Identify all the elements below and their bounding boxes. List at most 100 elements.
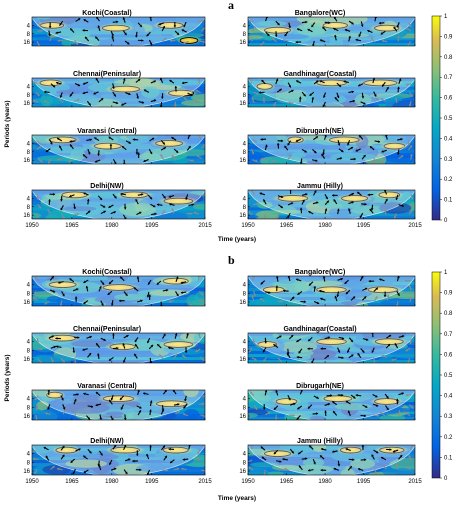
phase-arrow-head — [127, 42, 130, 45]
significance-contour — [101, 24, 130, 32]
phase-arrow-head — [153, 99, 157, 102]
phase-arrow-head — [397, 152, 400, 155]
phase-arrow-head — [288, 397, 291, 401]
phase-arrow-head — [352, 458, 355, 461]
phase-arrow-head — [156, 203, 160, 207]
phase-arrow-head — [359, 215, 363, 218]
phase-arrow-head — [295, 40, 298, 44]
phase-arrow-head — [158, 22, 162, 26]
phase-arrow-head — [305, 20, 308, 24]
phase-arrow-head — [203, 27, 205, 30]
x-tick-label: 1980 — [105, 223, 119, 229]
cone-of-influence — [248, 276, 415, 306]
phase-arrow-head — [334, 35, 337, 38]
phase-arrow-head — [147, 340, 150, 344]
phase-arrow-head — [160, 154, 163, 157]
phase-arrow-head — [323, 95, 326, 98]
heatmap-patch — [340, 468, 356, 475]
y-tick-label: 4 — [243, 283, 247, 289]
cone-of-influence — [32, 333, 205, 363]
phase-arrow-head — [351, 22, 354, 25]
phase-arrow-head — [200, 292, 204, 296]
phase-arrow-head — [395, 304, 399, 306]
phase-arrow-head — [392, 449, 396, 453]
phase-arrow-head — [125, 293, 128, 296]
heatmap-patch — [105, 411, 124, 416]
phase-arrow-head — [383, 190, 387, 192]
phase-arrow-head — [168, 195, 172, 198]
phase-arrow-head — [151, 137, 155, 141]
phase-arrow-head — [63, 409, 67, 412]
subplot-frame — [31, 16, 206, 47]
phase-arrow-head — [32, 81, 35, 84]
heatmap-band — [248, 408, 415, 412]
phase-arrow-head — [316, 301, 320, 305]
phase-arrow-head — [248, 350, 252, 353]
phase-arrow-head — [373, 361, 376, 363]
heatmap-patch — [248, 412, 258, 418]
significance-contour — [155, 140, 184, 147]
phase-arrow-head — [59, 95, 63, 98]
phase-arrow-head — [47, 161, 51, 164]
phase-arrow-head — [270, 159, 274, 163]
colorbar-gradient — [431, 271, 441, 479]
phase-arrow-head — [321, 153, 324, 157]
phase-arrow-head — [36, 216, 39, 219]
phase-arrow-head — [123, 360, 126, 363]
phase-arrow-head — [82, 91, 85, 95]
heatmap-patch — [32, 291, 59, 298]
subplot-b-7-group: Jammu (Hilly) 4 8 16 1950 1965 1980 1995 2015 — [239, 438, 422, 485]
phase-arrow-head — [119, 397, 123, 400]
phase-arrow-head — [150, 344, 154, 348]
phase-arrow-head — [348, 208, 351, 211]
phase-arrow-head — [401, 392, 404, 395]
phase-arrow-head — [280, 300, 283, 303]
phase-arrow-head — [135, 35, 138, 38]
phase-arrow-head — [375, 287, 378, 291]
significance-contour — [157, 22, 184, 29]
phase-arrow-head — [97, 25, 101, 28]
heatmap-patch — [331, 359, 353, 363]
heatmap-patch — [305, 280, 343, 287]
phase-arrow-head — [195, 89, 199, 93]
heatmap-patch — [65, 459, 107, 468]
cone-of-influence-line — [32, 277, 205, 306]
heatmap-band — [32, 158, 205, 162]
colorbar-tick-label: 0.6 — [444, 352, 453, 358]
heatmap-patch — [70, 340, 115, 348]
y-tick-label: 4 — [27, 196, 31, 202]
subplot-a-0-group: Kochi(Coastal) 4 8 16 — [23, 10, 206, 47]
phase-arrow-head — [102, 205, 106, 208]
heatmap-patch — [47, 209, 74, 219]
phase-arrow-head — [169, 39, 172, 43]
phase-arrow-head — [62, 454, 65, 458]
phase-arrow-head — [173, 25, 177, 28]
phase-arrow-head — [328, 21, 331, 25]
phase-arrow-head — [177, 403, 180, 406]
phase-arrow-head — [408, 285, 412, 288]
heatmap-band — [248, 195, 415, 200]
phase-arrow-head — [87, 210, 91, 214]
phase-arrow-head — [312, 44, 315, 46]
phase-arrow-head — [275, 390, 278, 393]
heatmap-patch — [114, 293, 146, 301]
heatmap-subplot: 4 8 16 1950 1965 1980 1995 2015 — [23, 189, 212, 229]
phase-arrow-head — [59, 23, 62, 26]
significance-contour — [262, 286, 285, 294]
phase-arrow-head — [76, 393, 79, 396]
heatmap-patch — [248, 35, 264, 40]
subplot-a-4-group: Varanasi (Central) 4 8 16 — [23, 128, 206, 165]
phase-arrow-head — [293, 402, 296, 406]
cone-of-influence — [32, 78, 205, 107]
x-tick-label: 1980 — [318, 479, 332, 485]
heatmap-band — [248, 390, 415, 394]
significance-contour — [316, 338, 347, 346]
phase-arrow-head — [273, 407, 277, 410]
significance-contour — [339, 446, 362, 454]
phase-arrow-head — [103, 338, 106, 341]
colorbar-tick-label: 0 — [444, 218, 448, 224]
phase-arrow-head — [146, 472, 150, 475]
phase-arrow-head — [138, 410, 142, 413]
phase-arrows — [248, 445, 414, 475]
